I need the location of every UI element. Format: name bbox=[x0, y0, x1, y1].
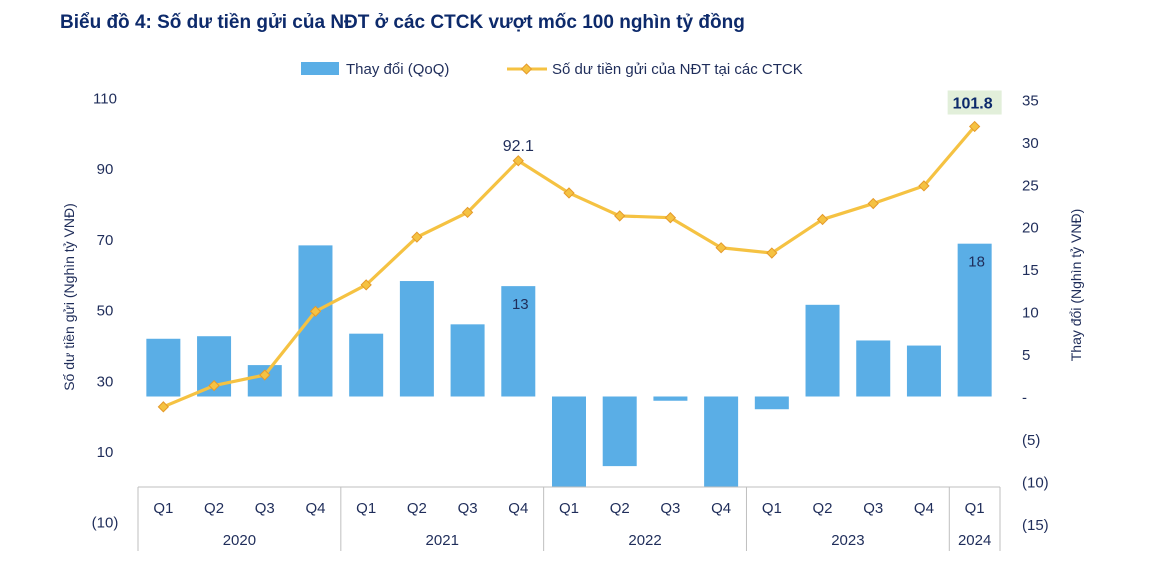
bar bbox=[602, 396, 637, 467]
x-tick-label: Q2 bbox=[407, 500, 427, 517]
year-label: 2024 bbox=[958, 532, 991, 549]
line-point bbox=[512, 155, 524, 167]
right-axis-title: Thay đổi (Nghìn tỷ VNĐ) bbox=[1068, 209, 1084, 362]
year-label: 2023 bbox=[831, 532, 864, 549]
legend: Thay đổi (QoQ) Số dư tiền gửi của NĐT tại… bbox=[301, 61, 803, 78]
bar bbox=[704, 396, 739, 487]
left-tick-label: (10) bbox=[92, 515, 119, 532]
bar-series bbox=[146, 243, 992, 488]
bar bbox=[805, 304, 840, 397]
bar bbox=[754, 396, 789, 410]
x-tick-label: Q3 bbox=[458, 500, 478, 517]
x-tick-label: Q2 bbox=[204, 500, 224, 517]
line-point bbox=[766, 247, 778, 259]
x-tick-label: Q1 bbox=[965, 500, 985, 517]
x-tick-label: Q4 bbox=[711, 500, 731, 517]
chart-title: Biểu đồ 4: Số dư tiền gửi của NĐT ở các … bbox=[60, 12, 745, 33]
line-point bbox=[259, 369, 271, 381]
right-tick-label: 30 bbox=[1022, 135, 1039, 152]
right-axis: 35 30 25 20 15 10 5 - (5) (10) (15) Thay đổi (Nghìn… bbox=[1022, 92, 1084, 533]
bar bbox=[856, 340, 891, 397]
x-tick-label: Q1 bbox=[559, 500, 579, 517]
x-tick-label: Q1 bbox=[762, 500, 782, 517]
bar bbox=[653, 396, 688, 401]
line-series bbox=[157, 120, 981, 413]
bar bbox=[450, 324, 485, 397]
left-axis-title: Số dư tiền gửi (Nghìn tỷ VNĐ) bbox=[61, 203, 77, 391]
bar bbox=[906, 345, 941, 397]
right-tick-label: (5) bbox=[1022, 432, 1040, 449]
line-point bbox=[816, 213, 829, 226]
year-label: 2020 bbox=[223, 532, 256, 549]
right-tick-label: 20 bbox=[1022, 220, 1039, 237]
data-labels: 92.1 101.8 13 18 bbox=[503, 90, 1002, 313]
right-tick-label: 35 bbox=[1022, 92, 1039, 109]
bar bbox=[298, 245, 333, 397]
left-tick-label: 110 bbox=[93, 91, 117, 108]
line-point bbox=[614, 210, 626, 222]
year-label: 2021 bbox=[426, 532, 459, 549]
x-axis: Q1 Q2 Q3 Q4 Q1 Q2 Q3 Q4 Q1 Q2 Q3 Q4 Q1 Q2 Q3 Q4 Q1 2020 20… bbox=[137, 486, 1001, 551]
line-point bbox=[360, 279, 372, 291]
x-tick-label: Q4 bbox=[305, 500, 325, 517]
line-path bbox=[162, 125, 976, 409]
left-tick-label: 50 bbox=[97, 303, 114, 320]
line-point bbox=[208, 379, 220, 392]
right-tick-label: 10 bbox=[1022, 305, 1039, 322]
x-tick-label: Q3 bbox=[660, 500, 680, 517]
right-tick-label: (15) bbox=[1022, 517, 1049, 534]
line-point bbox=[461, 206, 474, 219]
label-highlight bbox=[947, 90, 1002, 115]
right-tick-label: 5 bbox=[1022, 347, 1030, 364]
right-tick-label: 15 bbox=[1022, 262, 1039, 279]
line-point bbox=[157, 401, 170, 413]
left-tick-label: 10 bbox=[97, 444, 114, 461]
right-tick-label: (10) bbox=[1022, 474, 1049, 491]
bar bbox=[146, 338, 181, 397]
line-point bbox=[867, 197, 879, 210]
x-tick-label: Q2 bbox=[813, 500, 833, 517]
right-tick-label: - bbox=[1022, 390, 1027, 407]
left-axis: 110 90 70 50 30 10 (10) Số dư tiền gửi (Nghìn t… bbox=[61, 91, 118, 532]
line-point bbox=[968, 120, 981, 133]
left-tick-label: 30 bbox=[97, 373, 114, 390]
line-point bbox=[309, 305, 322, 318]
bar bbox=[552, 396, 586, 488]
legend-line-marker bbox=[520, 63, 533, 75]
line-point bbox=[664, 212, 677, 224]
bar-data-label: 13 bbox=[512, 296, 529, 313]
line-point bbox=[715, 242, 727, 254]
bar bbox=[399, 281, 434, 397]
bar-data-label: 18 bbox=[968, 254, 985, 271]
year-label: 2022 bbox=[628, 532, 661, 549]
right-tick-label: 25 bbox=[1022, 177, 1039, 194]
line-point bbox=[411, 231, 423, 243]
x-tick-label: Q3 bbox=[863, 500, 883, 517]
legend-line-label: Số dư tiền gửi của NĐT tại các CTCK bbox=[552, 61, 803, 78]
line-data-label: 101.8 bbox=[953, 95, 993, 112]
x-tick-label: Q2 bbox=[610, 500, 630, 517]
line-point bbox=[918, 180, 930, 192]
x-tick-label: Q1 bbox=[153, 500, 173, 517]
x-tick-label: Q3 bbox=[255, 500, 275, 517]
legend-bar-label: Thay đổi (QoQ) bbox=[346, 61, 449, 78]
left-tick-label: 70 bbox=[97, 232, 114, 249]
bar bbox=[501, 286, 536, 397]
x-tick-label: Q4 bbox=[508, 500, 528, 517]
x-tick-label: Q1 bbox=[356, 500, 376, 517]
x-tick-label: Q4 bbox=[914, 500, 934, 517]
legend-bar-swatch bbox=[301, 62, 339, 75]
bar bbox=[957, 243, 992, 397]
left-tick-label: 90 bbox=[97, 161, 114, 178]
line-data-label: 92.1 bbox=[503, 138, 534, 155]
bar bbox=[349, 333, 384, 397]
line-point bbox=[563, 187, 575, 199]
